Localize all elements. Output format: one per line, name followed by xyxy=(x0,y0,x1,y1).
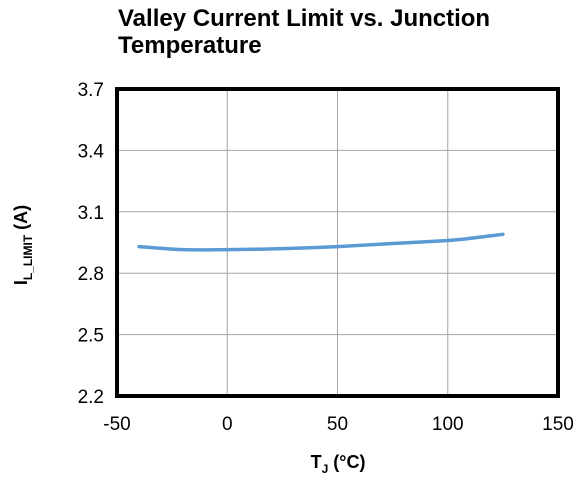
x-tick-label-1: 0 xyxy=(222,414,233,435)
y-axis-label-unit: (A) xyxy=(11,205,31,235)
series-layer xyxy=(137,232,505,252)
grid-lines xyxy=(116,88,559,397)
y-axis-label: IL_LIMIT (A) xyxy=(11,205,35,285)
chart-title-line-2: Temperature xyxy=(118,32,262,59)
x-tick-label-4: 150 xyxy=(542,414,574,435)
x-tick-label-2: 50 xyxy=(327,414,348,435)
chart-title: Valley Current Limit vs. Junction Temper… xyxy=(118,5,578,59)
y-tick-label-2: 2.8 xyxy=(78,264,104,285)
y-tick-label-0: 2.2 xyxy=(78,387,104,408)
x-tick-labels: -50 0 50 100 150 xyxy=(103,414,574,435)
y-tick-label-4: 3.4 xyxy=(78,141,105,162)
x-axis-label-subscript: J xyxy=(322,462,329,476)
x-tick-label-3: 100 xyxy=(432,414,464,435)
x-tick-label-0: -50 xyxy=(103,414,130,435)
series-line-0 xyxy=(137,232,505,252)
chart-title-line-1: Valley Current Limit vs. Junction xyxy=(118,5,491,32)
y-axis-label-main: I xyxy=(11,280,31,285)
y-axis-label-subscript: L_LIMIT xyxy=(21,234,35,280)
x-axis-label: TJ (°C) xyxy=(311,452,366,476)
y-tick-label-3: 3.1 xyxy=(78,203,104,224)
x-axis-label-main: T xyxy=(311,452,322,472)
y-tick-label-5: 3.7 xyxy=(78,80,104,101)
y-tick-label-1: 2.5 xyxy=(78,326,104,347)
y-tick-labels: 2.2 2.5 2.8 3.1 3.4 3.7 xyxy=(78,80,105,408)
x-axis-label-unit: (°C) xyxy=(328,452,365,472)
plot-area-frame xyxy=(115,87,560,398)
